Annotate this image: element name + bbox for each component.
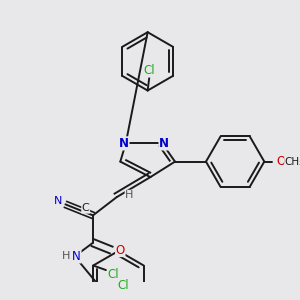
Text: Cl: Cl xyxy=(107,268,119,281)
Text: H: H xyxy=(125,190,134,200)
Text: C: C xyxy=(82,203,89,213)
Text: H: H xyxy=(61,251,70,261)
Text: N: N xyxy=(54,196,62,206)
Text: N: N xyxy=(119,137,129,150)
Text: CH₃: CH₃ xyxy=(285,157,300,166)
Text: O: O xyxy=(276,155,285,168)
Text: Cl: Cl xyxy=(144,64,155,77)
Text: Cl: Cl xyxy=(118,279,130,292)
Text: O: O xyxy=(116,244,125,256)
Text: N: N xyxy=(72,250,81,263)
Text: N: N xyxy=(159,137,169,150)
